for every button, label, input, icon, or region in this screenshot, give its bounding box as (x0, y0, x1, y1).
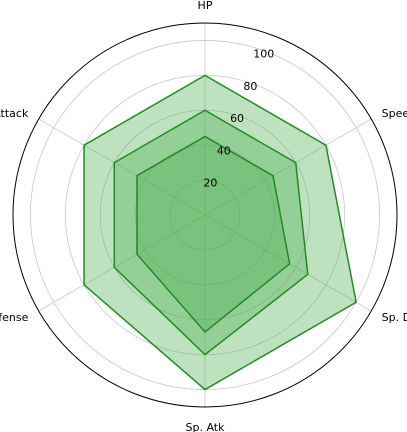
category-label: Defense (0, 311, 29, 324)
series-polygon-3 (136, 135, 291, 333)
radial-tick-label: 80 (243, 80, 257, 93)
grid-spoke (38, 118, 206, 216)
radial-tick-label: 60 (230, 112, 244, 125)
category-label: Sp. Atk (186, 421, 226, 432)
category-label: Attack (0, 107, 29, 120)
category-label: Speed (382, 107, 407, 120)
series-layer (83, 74, 357, 391)
series-polygon-1 (83, 74, 357, 391)
grid-spoke (38, 214, 206, 312)
radial-tick-label: 20 (203, 177, 217, 190)
radial-tick-label: 100 (253, 48, 274, 61)
polar-frame (12, 22, 398, 408)
grid-spoke (204, 118, 372, 216)
grid-spoke (204, 214, 372, 312)
series-polygon-2 (113, 109, 309, 356)
category-label: Sp. Def (382, 311, 407, 324)
radial-tick-label: 40 (217, 144, 231, 157)
category-label: HP (198, 0, 213, 12)
